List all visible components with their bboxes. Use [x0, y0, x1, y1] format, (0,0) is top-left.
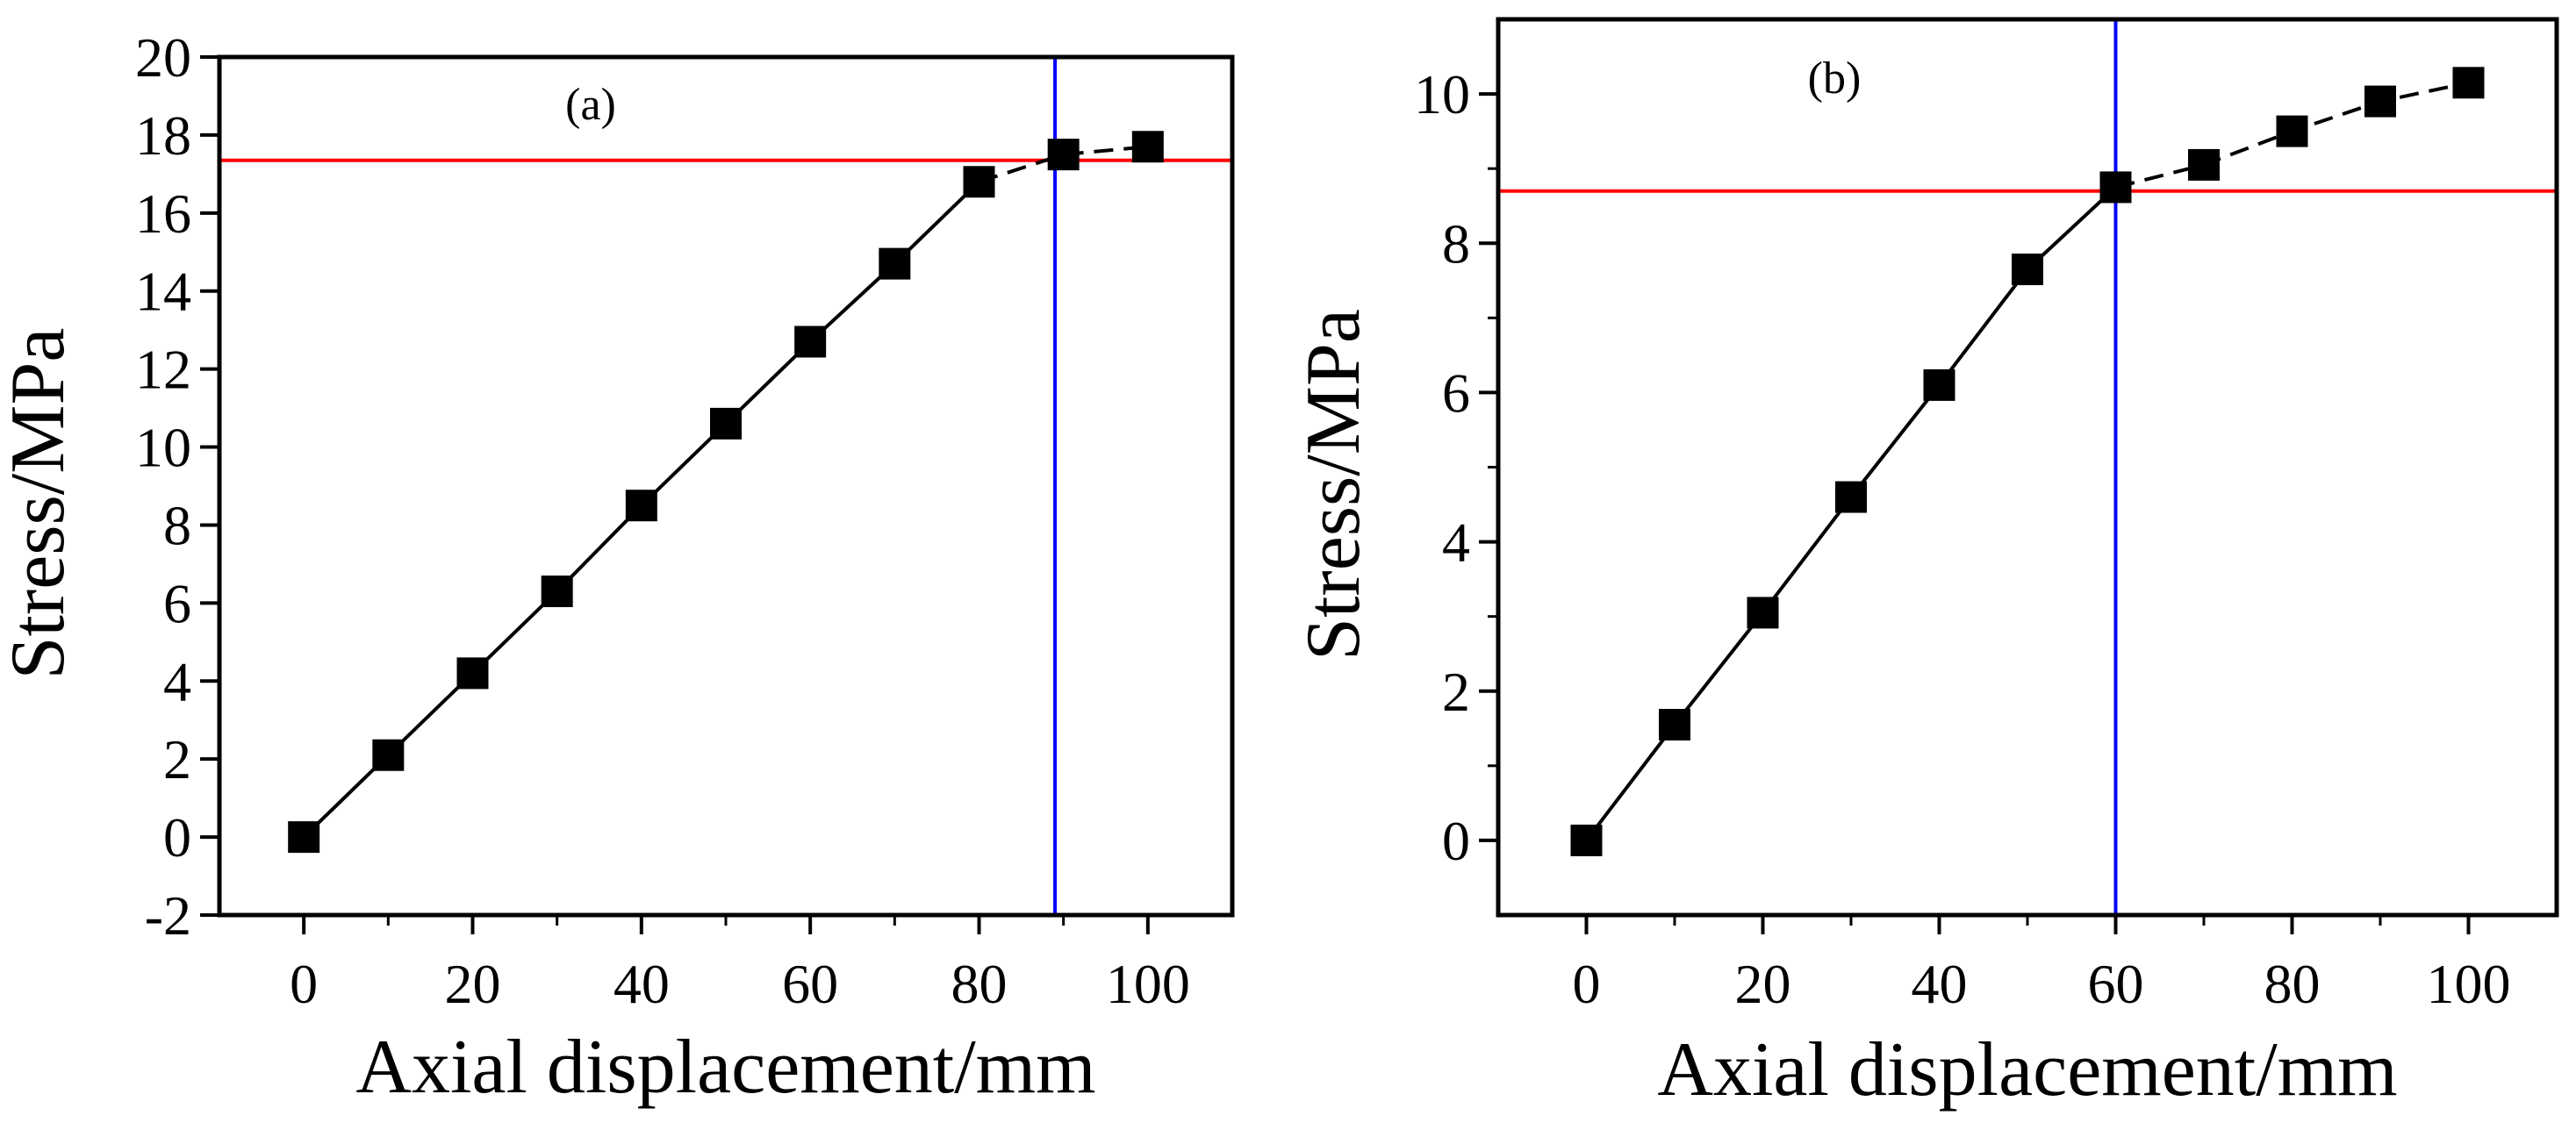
y-tick-label: 2	[163, 728, 191, 790]
x-tick-label: 40	[1912, 953, 1968, 1015]
data-point-marker	[2276, 115, 2308, 147]
x-tick-label: 20	[1735, 953, 1791, 1015]
y-tick-label: 6	[163, 572, 191, 634]
x-tick-label: 100	[1106, 953, 1190, 1015]
x-tick-label: 60	[782, 953, 838, 1015]
data-point-marker	[794, 325, 827, 358]
x-tick-label: 20	[445, 953, 501, 1015]
panel-label: (b)	[1808, 54, 1862, 104]
data-point-marker	[1923, 368, 1955, 401]
y-tick-label: 20	[135, 26, 191, 89]
y-tick-label: -2	[145, 884, 191, 947]
data-point-marker	[1835, 481, 1867, 513]
data-point-marker	[372, 739, 405, 771]
data-point-marker	[1131, 131, 1164, 163]
y-tick-label: 8	[163, 494, 191, 556]
data-point-marker	[1570, 824, 1603, 856]
y-tick-label: 4	[163, 650, 191, 712]
data-point-marker	[2364, 85, 2396, 118]
x-tick-label: 60	[2088, 953, 2144, 1015]
chart-panel-b: 0 20 40 60 80 100 0 2 4 6 8 10 (b) Axial displacement…	[1291, 17, 2559, 1112]
series-line-solid	[1584, 185, 2117, 842]
data-point-marker	[879, 247, 911, 280]
x-tick-label: 0	[1573, 953, 1601, 1015]
data-point-marker	[2099, 171, 2132, 204]
data-point-marker	[541, 576, 573, 608]
panel-label: (a)	[565, 80, 616, 130]
y-tick-label: 8	[1442, 212, 1470, 275]
plot-frame	[217, 54, 1235, 918]
data-point-marker	[625, 490, 657, 522]
data-point-marker	[1047, 139, 1080, 171]
data-point-marker	[456, 657, 489, 690]
plot-frame	[1496, 17, 2559, 918]
x-tick-label: 80	[2264, 953, 2321, 1015]
y-tick-label: 14	[135, 261, 191, 323]
x-tick-label: 40	[614, 953, 670, 1015]
data-point-marker	[1747, 597, 1779, 629]
x-axis-title: Axial displacement/mm	[355, 1025, 1095, 1110]
x-tick-label: 80	[951, 953, 1008, 1015]
y-tick-label: 12	[135, 339, 191, 401]
data-point-marker	[2188, 148, 2220, 181]
y-axis-title: Stress/MPa	[1291, 309, 1376, 661]
y-axis-title: Stress/MPa	[0, 328, 81, 680]
y-tick-label: 6	[1442, 361, 1470, 424]
data-point-marker	[963, 166, 995, 198]
y-tick-label: 18	[135, 104, 191, 167]
y-tick-label: 10	[135, 417, 191, 479]
x-tick-label: 100	[2427, 953, 2511, 1015]
y-tick-label: 0	[163, 806, 191, 869]
data-point-marker	[2012, 254, 2043, 286]
x-tick-label: 0	[290, 953, 318, 1015]
chart-panel-a: 0 20 40 60 80 100 -2 0 2 4 6 8 10 12 14 16 18 20 (a) Axial …	[0, 26, 1235, 1110]
y-tick-label: 10	[1414, 63, 1470, 125]
data-point-marker	[2452, 67, 2485, 99]
y-tick-label: 4	[1442, 511, 1470, 574]
y-tick-label: 16	[135, 182, 191, 245]
y-tick-label: 0	[1442, 810, 1470, 872]
x-axis-title: Axial displacement/mm	[1657, 1027, 2397, 1112]
data-point-marker	[1659, 709, 1690, 741]
data-point-marker	[710, 407, 742, 440]
data-point-marker	[288, 821, 320, 854]
y-tick-label: 2	[1442, 661, 1470, 723]
